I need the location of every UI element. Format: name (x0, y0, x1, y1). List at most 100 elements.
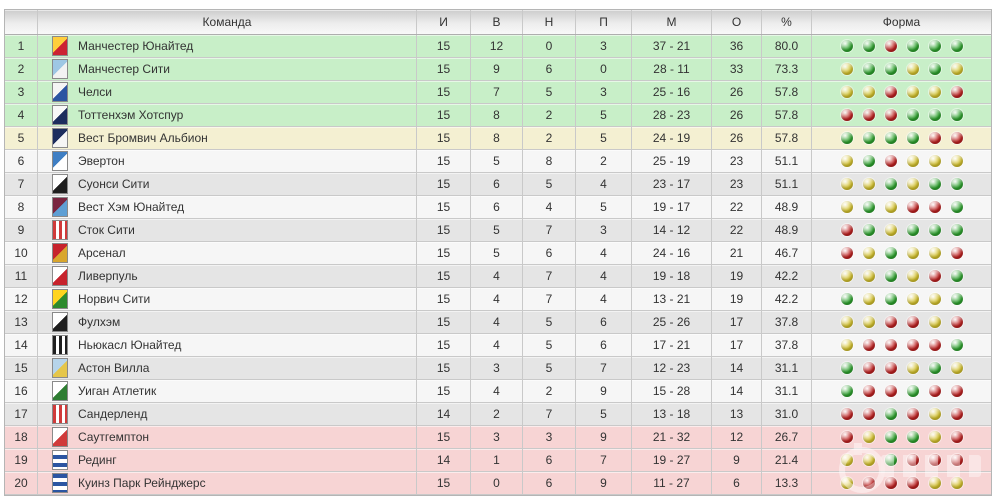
draws: 4 (523, 196, 576, 218)
team-cell[interactable]: Тоттенхэм Хотспур (38, 104, 417, 126)
team-name: Ньюкасл Юнайтед (78, 338, 182, 352)
form-result-loss-icon (862, 109, 875, 121)
table-body: 1 Манчестер Юнайтед 15 12 0 3 37 - 21 36… (5, 35, 991, 495)
goals: 11 - 27 (632, 472, 712, 494)
goals: 28 - 11 (632, 58, 712, 80)
form-result-draw-icon (840, 316, 853, 328)
team-cell[interactable]: Вест Хэм Юнайтед (38, 196, 417, 218)
team-cell[interactable]: Ньюкасл Юнайтед (38, 334, 417, 356)
rank: 15 (5, 357, 38, 379)
points: 19 (712, 265, 762, 287)
goals: 24 - 19 (632, 127, 712, 149)
form-result-loss-icon (928, 270, 941, 282)
losses: 3 (576, 35, 632, 57)
table-row: 18 Саутгемптон 15 3 3 9 21 - 32 12 26.7 (5, 426, 991, 449)
team-cell[interactable]: Куинз Парк Рейнджерс (38, 472, 417, 494)
form-result-win-icon (884, 132, 897, 144)
form-result-win-icon (906, 132, 919, 144)
wins: 5 (471, 242, 523, 264)
team-cell[interactable]: Вест Бромвич Альбион (38, 127, 417, 149)
team-cell[interactable]: Рединг (38, 449, 417, 471)
points: 23 (712, 173, 762, 195)
games-played: 15 (417, 127, 471, 149)
team-cell[interactable]: Уиган Атлетик (38, 380, 417, 402)
form-result-win-icon (884, 408, 897, 420)
header-rank (5, 10, 38, 34)
form-cell (812, 104, 991, 126)
form-result-draw-icon (928, 247, 941, 259)
goals: 25 - 16 (632, 81, 712, 103)
team-cell[interactable]: Арсенал (38, 242, 417, 264)
header-wins: В (471, 10, 523, 34)
team-cell[interactable]: Фулхэм (38, 311, 417, 333)
games-played: 15 (417, 150, 471, 172)
draws: 2 (523, 104, 576, 126)
team-cell[interactable]: Ливерпуль (38, 265, 417, 287)
goals: 25 - 26 (632, 311, 712, 333)
table-header: Команда И В Н П М О % Форма (5, 10, 991, 35)
form-result-loss-icon (884, 362, 897, 374)
draws: 6 (523, 472, 576, 494)
wins: 3 (471, 357, 523, 379)
draws: 5 (523, 311, 576, 333)
team-cell[interactable]: Челси (38, 81, 417, 103)
points: 19 (712, 288, 762, 310)
team-name: Вест Бромвич Альбион (78, 131, 208, 145)
form-result-draw-icon (862, 293, 875, 305)
losses: 4 (576, 265, 632, 287)
form-result-loss-icon (884, 339, 897, 351)
draws: 8 (523, 150, 576, 172)
team-name: Саутгемптон (78, 430, 150, 444)
losses: 6 (576, 311, 632, 333)
team-cell[interactable]: Манчестер Сити (38, 58, 417, 80)
wins: 4 (471, 311, 523, 333)
draws: 5 (523, 81, 576, 103)
header-goals: М (632, 10, 712, 34)
form-result-loss-icon (884, 86, 897, 98)
form-result-draw-icon (840, 155, 853, 167)
rank: 6 (5, 150, 38, 172)
form-result-loss-icon (884, 155, 897, 167)
form-result-loss-icon (906, 316, 919, 328)
losses: 5 (576, 127, 632, 149)
team-logo-icon (52, 312, 68, 332)
wins: 6 (471, 173, 523, 195)
games-played: 15 (417, 288, 471, 310)
team-name: Норвич Сити (78, 292, 151, 306)
form-result-draw-icon (862, 86, 875, 98)
rank: 18 (5, 426, 38, 448)
team-cell[interactable]: Норвич Сити (38, 288, 417, 310)
form-result-loss-icon (950, 247, 963, 259)
team-cell[interactable]: Сандерленд (38, 403, 417, 425)
team-cell[interactable]: Саутгемптон (38, 426, 417, 448)
form-result-loss-icon (840, 247, 853, 259)
team-cell[interactable]: Астон Вилла (38, 357, 417, 379)
goals: 24 - 16 (632, 242, 712, 264)
team-name: Манчестер Юнайтед (78, 39, 194, 53)
games-played: 15 (417, 242, 471, 264)
losses: 6 (576, 334, 632, 356)
draws: 2 (523, 380, 576, 402)
losses: 5 (576, 104, 632, 126)
team-cell[interactable]: Манчестер Юнайтед (38, 35, 417, 57)
team-logo-icon (52, 427, 68, 447)
team-logo-icon (52, 404, 68, 424)
percent: 73.3 (762, 58, 812, 80)
form-cell (812, 449, 991, 471)
form-result-win-icon (928, 178, 941, 190)
form-result-win-icon (906, 40, 919, 52)
form-cell (812, 380, 991, 402)
losses: 4 (576, 288, 632, 310)
header-percent: % (762, 10, 812, 34)
form-cell (812, 58, 991, 80)
team-cell[interactable]: Суонси Сити (38, 173, 417, 195)
form-cell (812, 173, 991, 195)
team-cell[interactable]: Сток Сити (38, 219, 417, 241)
team-cell[interactable]: Эвертон (38, 150, 417, 172)
form-result-loss-icon (928, 454, 941, 466)
losses: 4 (576, 242, 632, 264)
form-result-draw-icon (906, 270, 919, 282)
form-result-win-icon (862, 132, 875, 144)
form-result-loss-icon (862, 385, 875, 397)
games-played: 15 (417, 334, 471, 356)
